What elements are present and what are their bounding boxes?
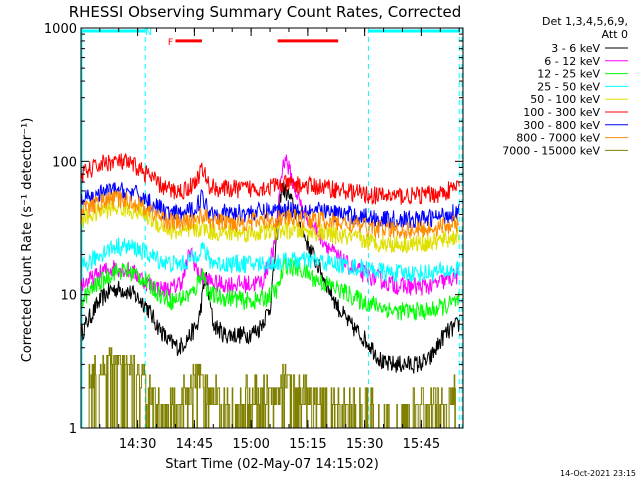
y-axis-label: Corrected Count Rate (s⁻¹ detector⁻¹) (20, 118, 35, 363)
y-tick-label: 10 (60, 289, 77, 304)
legend-entry: 50 - 100 keV (530, 93, 600, 106)
legend-entry: 6 - 12 keV (544, 55, 600, 68)
legend-header: Det 1,3,4,5,6,9, (542, 15, 628, 28)
legend-entry: 7000 - 15000 keV (502, 144, 600, 157)
series-line (81, 181, 460, 374)
timestamp: 14-Oct-2021 23:15 (560, 469, 636, 478)
legend-entry: 25 - 50 keV (537, 80, 600, 93)
series-layer (81, 152, 460, 428)
y-tick-label: 1000 (44, 22, 77, 37)
x-tick-label: 14:30 (119, 437, 156, 452)
series-line (81, 190, 460, 239)
legend-entry: 12 - 25 keV (537, 68, 600, 81)
x-tick-label: 15:00 (232, 437, 269, 452)
legend-entry: 3 - 6 keV (551, 42, 600, 55)
annotations: NF (145, 28, 173, 48)
plot-frame (80, 27, 464, 429)
annotation-label: N (145, 28, 152, 38)
legend-entry: 300 - 800 keV (523, 119, 600, 132)
series-line (81, 152, 460, 205)
x-tick-label: 14:45 (176, 437, 213, 452)
x-axis-label: Start Time (02-May-07 14:15:02) (165, 457, 379, 472)
series-line (81, 154, 460, 299)
series-line (81, 255, 460, 321)
series-line (81, 237, 460, 283)
y-tick-label: 100 (52, 155, 77, 170)
series-line (88, 347, 456, 428)
x-tick-label: 15:45 (403, 437, 440, 452)
x-tick-label: 15:30 (346, 437, 383, 452)
legend-entry: 800 - 7000 keV (516, 132, 600, 145)
y-tick-label: 1 (69, 422, 77, 437)
x-axis: 14:30 14:45 15:00 15:15 15:30 15:45 (99, 28, 460, 452)
series-line (81, 199, 460, 254)
annotation-label: F (168, 38, 173, 48)
legend-entry: 100 - 300 keV (523, 106, 600, 119)
x-tick-label: 15:15 (289, 437, 326, 452)
y-axis: 1 10 100 1000 (44, 22, 463, 437)
legend-header: Att 0 (602, 28, 628, 41)
chart-title: RHESSI Observing Summary Count Rates, Co… (69, 3, 462, 21)
